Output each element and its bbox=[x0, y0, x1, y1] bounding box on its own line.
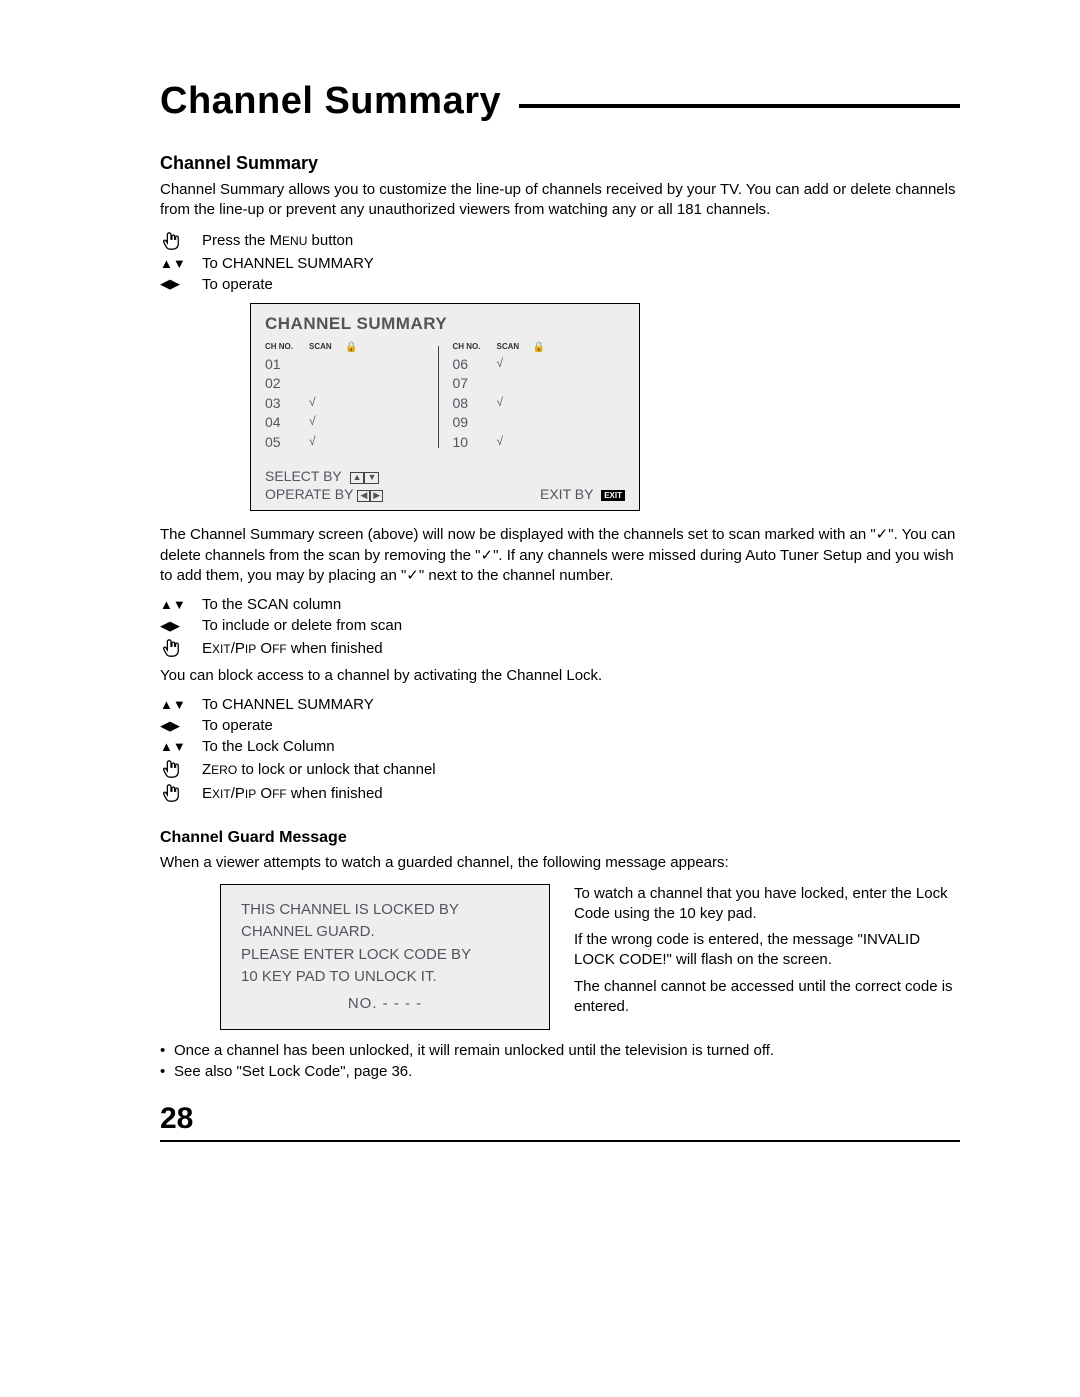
osd-row: 02 bbox=[265, 374, 438, 394]
leftright-icon bbox=[160, 718, 202, 734]
osd-row: 05√ bbox=[265, 433, 438, 453]
step-updown: To the SCAN column bbox=[160, 596, 960, 613]
step-label: To operate bbox=[202, 276, 273, 293]
step-leftright: To include or delete from scan bbox=[160, 617, 960, 634]
step-label: To operate bbox=[202, 717, 273, 734]
osd-row: 07 bbox=[453, 374, 626, 394]
step-label: To include or delete from scan bbox=[202, 617, 402, 634]
page-title: Channel Summary bbox=[160, 80, 501, 123]
page-number: 28 bbox=[160, 1102, 960, 1136]
updown-icon bbox=[160, 739, 202, 754]
step-zero: ZERO to lock or unlock that channel bbox=[160, 759, 960, 779]
guard-intro: When a viewer attempts to watch a guarde… bbox=[160, 853, 960, 873]
steps-group-3: To CHANNEL SUMMARY To operate To the Loc… bbox=[160, 696, 960, 803]
step-updown: To CHANNEL SUMMARY bbox=[160, 255, 960, 272]
manual-page: Channel Summary Channel Summary Channel … bbox=[0, 0, 1080, 1397]
osd-row: 03√ bbox=[265, 394, 438, 414]
hand-icon bbox=[160, 231, 202, 251]
osd-head-ch: CH NO. bbox=[453, 342, 497, 353]
updown-key-icon: ▲ bbox=[350, 472, 365, 484]
step-label: To CHANNEL SUMMARY bbox=[202, 255, 374, 272]
section-subtitle: Channel Summary bbox=[160, 153, 960, 174]
leftright-key-icon: ▶ bbox=[370, 490, 383, 502]
exit-key-icon: EXIT bbox=[601, 490, 625, 501]
bullet-item: See also "Set Lock Code", page 36. bbox=[160, 1061, 960, 1082]
leftright-icon bbox=[160, 618, 202, 634]
step-leftright: To operate bbox=[160, 276, 960, 293]
step-exit: EXIT/PIP OFF when finished bbox=[160, 638, 960, 658]
intro-paragraph: Channel Summary allows you to customize … bbox=[160, 180, 960, 221]
step-label: EXIT/PIP OFF when finished bbox=[202, 785, 383, 802]
osd-head-scan: SCAN bbox=[309, 342, 345, 353]
updown-key-icon: ▼ bbox=[364, 472, 379, 484]
hand-icon bbox=[160, 783, 202, 803]
lock-no-line: NO. - - - - bbox=[241, 993, 529, 1016]
osd-footer-left: SELECT BY ▲▼ OPERATE BY ◀▶ bbox=[265, 466, 383, 502]
lock-side-text: To watch a channel that you have locked,… bbox=[574, 884, 960, 1031]
bottom-rule bbox=[160, 1140, 960, 1142]
leftright-icon bbox=[160, 276, 202, 292]
osd-select-line: SELECT BY ▲▼ bbox=[265, 468, 383, 484]
step-leftright: To operate bbox=[160, 717, 960, 734]
leftright-key-icon: ◀ bbox=[357, 490, 370, 502]
osd-row: 09 bbox=[453, 413, 626, 433]
lock-side-p: To watch a channel that you have locked,… bbox=[574, 884, 960, 925]
updown-icon bbox=[160, 697, 202, 712]
title-rule bbox=[519, 104, 960, 108]
lock-line: PLEASE ENTER LOCK CODE BY bbox=[241, 944, 529, 967]
step-label: To the SCAN column bbox=[202, 596, 341, 613]
step-updown: To the Lock Column bbox=[160, 738, 960, 755]
osd-row: 04√ bbox=[265, 413, 438, 433]
osd-head-scan: SCAN bbox=[497, 342, 533, 353]
bullet-item: Once a channel has been unlocked, it wil… bbox=[160, 1040, 960, 1061]
guard-title: Channel Guard Message bbox=[160, 829, 960, 847]
step-updown: To CHANNEL SUMMARY bbox=[160, 696, 960, 713]
lock-line: CHANNEL GUARD. bbox=[241, 921, 529, 944]
osd-exit-line: EXIT BY EXIT bbox=[540, 486, 625, 502]
lock-line: THIS CHANNEL IS LOCKED BY bbox=[241, 899, 529, 922]
osd-col-left: CH NO. SCAN 01 02 03√ 04√ 05√ bbox=[265, 342, 438, 453]
osd-col-right: CH NO. SCAN 06√ 07 08√ 09 10√ bbox=[439, 342, 626, 453]
lock-message-row: THIS CHANNEL IS LOCKED BY CHANNEL GUARD.… bbox=[160, 884, 960, 1031]
lock-side-p: The channel cannot be accessed until the… bbox=[574, 977, 960, 1018]
osd-head: CH NO. SCAN bbox=[453, 342, 626, 353]
updown-icon bbox=[160, 597, 202, 612]
osd-title: CHANNEL SUMMARY bbox=[265, 314, 625, 334]
hand-icon bbox=[160, 759, 202, 779]
step-label: To the Lock Column bbox=[202, 738, 335, 755]
osd-operate-line: OPERATE BY ◀▶ bbox=[265, 486, 383, 502]
lock-icon bbox=[345, 342, 365, 353]
osd-row: 10√ bbox=[453, 433, 626, 453]
title-row: Channel Summary bbox=[160, 80, 960, 123]
step-label: Press the MENU button bbox=[202, 232, 353, 249]
osd-head-ch: CH NO. bbox=[265, 342, 309, 353]
lock-side-p: If the wrong code is entered, the messag… bbox=[574, 930, 960, 971]
explain-paragraph-2: You can block access to a channel by act… bbox=[160, 666, 960, 686]
osd-row: 08√ bbox=[453, 394, 626, 414]
osd-row: 06√ bbox=[453, 355, 626, 375]
hand-icon bbox=[160, 638, 202, 658]
step-label: ZERO to lock or unlock that channel bbox=[202, 761, 436, 778]
osd-columns: CH NO. SCAN 01 02 03√ 04√ 05√ CH NO. SCA… bbox=[265, 342, 625, 453]
step-exit: EXIT/PIP OFF when finished bbox=[160, 783, 960, 803]
step-label: EXIT/PIP OFF when finished bbox=[202, 640, 383, 657]
lock-icon bbox=[533, 342, 553, 353]
channel-summary-osd: CHANNEL SUMMARY CH NO. SCAN 01 02 03√ 04… bbox=[250, 303, 640, 512]
lock-line: 10 KEY PAD TO UNLOCK IT. bbox=[241, 966, 529, 989]
osd-head: CH NO. SCAN bbox=[265, 342, 438, 353]
updown-icon bbox=[160, 256, 202, 271]
explain-paragraph-1: The Channel Summary screen (above) will … bbox=[160, 525, 960, 586]
step-label: To CHANNEL SUMMARY bbox=[202, 696, 374, 713]
steps-group-1: Press the MENU button To CHANNEL SUMMARY… bbox=[160, 231, 960, 293]
step-press-menu: Press the MENU button bbox=[160, 231, 960, 251]
steps-group-2: To the SCAN column To include or delete … bbox=[160, 596, 960, 658]
channel-guard-osd: THIS CHANNEL IS LOCKED BY CHANNEL GUARD.… bbox=[220, 884, 550, 1031]
osd-row: 01 bbox=[265, 355, 438, 375]
footnote-bullets: Once a channel has been unlocked, it wil… bbox=[160, 1040, 960, 1082]
osd-footer: SELECT BY ▲▼ OPERATE BY ◀▶ EXIT BY EXIT bbox=[265, 466, 625, 502]
